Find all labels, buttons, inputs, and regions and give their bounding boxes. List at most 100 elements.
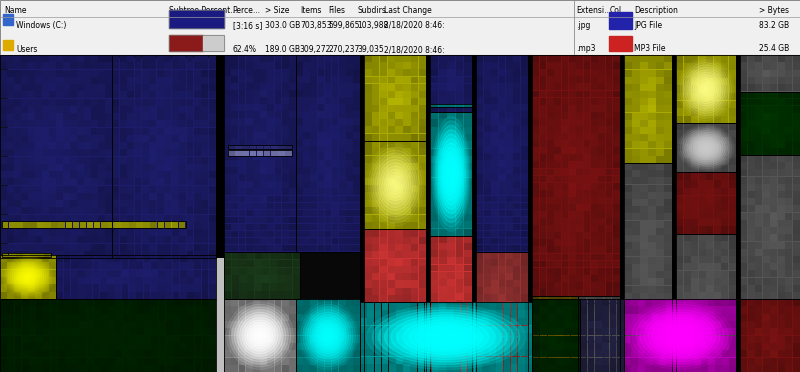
Bar <box>38 253 44 257</box>
Bar <box>676 307 683 314</box>
Bar <box>353 69 360 76</box>
Bar <box>267 307 274 314</box>
Bar <box>120 62 126 70</box>
Bar <box>50 292 56 299</box>
Bar <box>613 282 620 289</box>
Bar <box>173 336 180 343</box>
Bar <box>722 299 729 306</box>
Bar <box>730 328 736 336</box>
Bar <box>612 304 620 311</box>
Bar <box>224 307 231 314</box>
Bar <box>740 120 747 126</box>
Bar <box>50 128 56 135</box>
Bar <box>7 244 14 251</box>
Bar <box>78 142 84 149</box>
Bar <box>364 222 371 229</box>
Bar <box>430 170 438 177</box>
Bar <box>142 193 149 200</box>
Bar <box>664 91 672 98</box>
Bar <box>72 343 79 350</box>
Bar <box>652 299 658 306</box>
Bar <box>173 255 179 262</box>
Bar <box>411 341 418 349</box>
Bar <box>372 55 379 62</box>
Bar <box>86 336 94 343</box>
Bar <box>238 328 246 336</box>
Bar <box>35 255 42 262</box>
Bar <box>664 206 672 213</box>
Bar <box>521 330 528 337</box>
Bar <box>476 125 483 132</box>
Bar <box>656 141 664 148</box>
Bar <box>50 193 56 200</box>
Bar <box>656 365 664 372</box>
Bar <box>578 341 586 349</box>
Bar <box>576 154 583 161</box>
Bar <box>137 343 144 350</box>
Bar <box>278 291 285 299</box>
Bar <box>411 273 418 280</box>
Bar <box>70 84 77 91</box>
Bar <box>484 358 490 365</box>
Bar <box>729 285 736 292</box>
Bar <box>419 98 426 105</box>
Bar <box>659 357 666 365</box>
Bar <box>698 116 706 123</box>
Bar <box>762 343 770 350</box>
Bar <box>722 180 728 188</box>
Bar <box>346 365 353 372</box>
Bar <box>632 134 640 141</box>
Bar <box>514 238 520 244</box>
Bar <box>778 99 785 106</box>
Bar <box>122 285 129 292</box>
Bar <box>418 349 424 356</box>
Bar <box>232 291 239 299</box>
Bar <box>540 365 548 372</box>
Bar <box>632 206 640 213</box>
Bar <box>694 350 701 357</box>
Bar <box>35 77 42 84</box>
Bar <box>430 199 438 206</box>
Bar <box>42 142 49 149</box>
Bar <box>282 83 289 90</box>
Bar <box>253 147 260 153</box>
Bar <box>562 275 569 282</box>
Bar <box>367 333 374 341</box>
Bar <box>554 289 561 296</box>
Bar <box>364 326 371 333</box>
Bar <box>56 106 62 113</box>
Bar <box>339 167 346 174</box>
Bar <box>372 310 379 318</box>
Bar <box>346 104 353 111</box>
Bar <box>274 118 282 125</box>
Bar <box>786 70 792 77</box>
Bar <box>613 119 620 126</box>
Bar <box>631 350 638 357</box>
Bar <box>419 244 426 251</box>
Bar <box>143 277 150 284</box>
Bar <box>293 275 300 283</box>
Bar <box>454 333 460 341</box>
Bar <box>547 232 554 239</box>
Bar <box>282 343 289 350</box>
Bar <box>28 292 34 299</box>
Bar <box>439 170 446 177</box>
Bar <box>157 222 164 229</box>
Bar <box>79 314 86 321</box>
Bar <box>164 99 171 106</box>
Bar <box>539 211 546 218</box>
Bar <box>86 357 94 365</box>
Bar <box>770 113 778 119</box>
Bar <box>506 224 513 230</box>
Bar <box>554 62 561 69</box>
Bar <box>602 365 609 372</box>
Bar <box>598 218 605 225</box>
Bar <box>680 350 686 357</box>
Bar <box>748 141 754 148</box>
Bar <box>446 318 453 326</box>
Bar <box>238 245 246 251</box>
Bar <box>606 176 613 183</box>
Bar <box>698 256 706 263</box>
Bar <box>606 197 613 204</box>
Bar <box>112 251 119 258</box>
